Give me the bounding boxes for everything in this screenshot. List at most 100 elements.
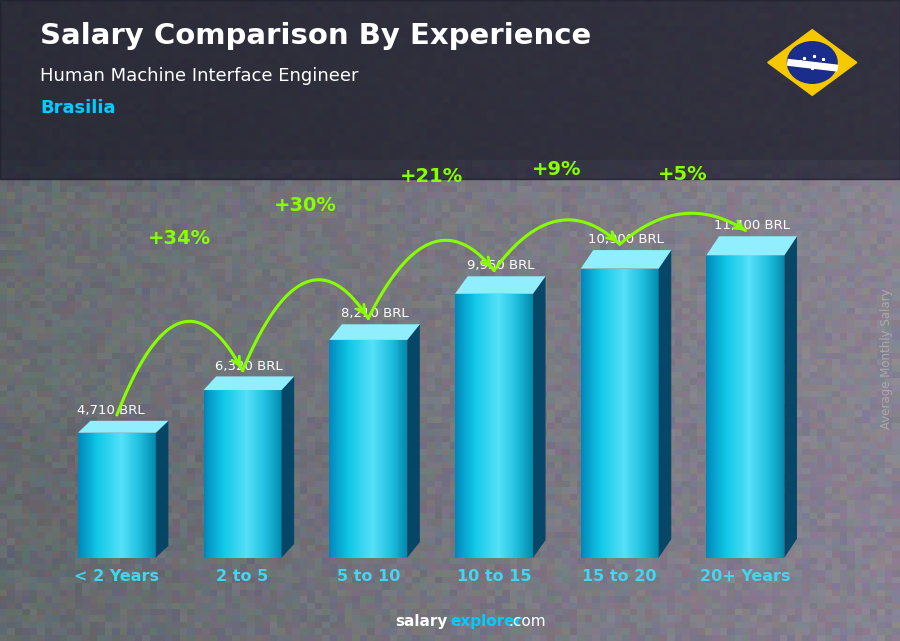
Bar xyxy=(397,340,398,558)
Bar xyxy=(97,433,98,558)
Bar xyxy=(580,269,581,558)
Bar xyxy=(252,390,253,558)
Bar xyxy=(98,433,99,558)
Bar xyxy=(217,390,218,558)
Bar xyxy=(650,269,651,558)
Bar xyxy=(526,294,527,558)
Bar xyxy=(728,255,729,558)
Bar xyxy=(394,340,396,558)
Bar xyxy=(612,269,613,558)
Bar xyxy=(519,294,520,558)
Bar xyxy=(598,269,599,558)
Bar xyxy=(262,390,263,558)
Bar xyxy=(715,255,716,558)
Bar xyxy=(392,340,393,558)
Bar xyxy=(781,255,782,558)
Bar xyxy=(81,433,82,558)
Polygon shape xyxy=(408,324,419,558)
Bar xyxy=(652,269,653,558)
Bar xyxy=(658,269,659,558)
Bar xyxy=(350,340,351,558)
Bar xyxy=(617,269,619,558)
Bar xyxy=(582,269,584,558)
Bar xyxy=(722,255,723,558)
Bar xyxy=(345,340,346,558)
Bar xyxy=(151,433,152,558)
Bar xyxy=(496,294,497,558)
Bar xyxy=(455,294,456,558)
Bar xyxy=(396,340,397,558)
Bar xyxy=(755,255,756,558)
Bar xyxy=(756,255,757,558)
Bar xyxy=(367,340,368,558)
Bar xyxy=(642,269,643,558)
Bar xyxy=(493,294,494,558)
Bar xyxy=(596,269,597,558)
Bar xyxy=(637,269,638,558)
Bar xyxy=(603,269,604,558)
Bar xyxy=(105,433,106,558)
Bar xyxy=(771,255,773,558)
Bar xyxy=(111,433,112,558)
Bar xyxy=(482,294,483,558)
Bar xyxy=(724,255,725,558)
Bar xyxy=(504,294,505,558)
Bar xyxy=(103,433,104,558)
Bar xyxy=(256,390,257,558)
Circle shape xyxy=(788,42,837,83)
Bar xyxy=(706,255,707,558)
Polygon shape xyxy=(156,421,168,558)
Bar xyxy=(133,433,134,558)
Bar xyxy=(102,433,103,558)
Text: +21%: +21% xyxy=(400,167,463,186)
Bar xyxy=(592,269,593,558)
Bar xyxy=(474,294,475,558)
Bar xyxy=(399,340,400,558)
Bar xyxy=(114,433,115,558)
Bar xyxy=(469,294,470,558)
Bar xyxy=(646,269,647,558)
Bar xyxy=(462,294,463,558)
Bar xyxy=(363,340,364,558)
Bar xyxy=(741,255,742,558)
Bar xyxy=(502,294,503,558)
Bar xyxy=(117,433,118,558)
Bar xyxy=(632,269,633,558)
Bar xyxy=(484,294,485,558)
Bar xyxy=(107,433,108,558)
Bar xyxy=(281,390,282,558)
Bar xyxy=(336,340,338,558)
Polygon shape xyxy=(203,376,294,390)
Bar xyxy=(127,433,128,558)
Bar xyxy=(487,294,488,558)
Polygon shape xyxy=(659,250,671,558)
Bar xyxy=(473,294,474,558)
Bar xyxy=(752,255,753,558)
Bar xyxy=(134,433,135,558)
Bar xyxy=(275,390,276,558)
Bar xyxy=(645,269,646,558)
Bar xyxy=(148,433,149,558)
Bar xyxy=(638,269,639,558)
Bar xyxy=(488,294,489,558)
Bar xyxy=(460,294,461,558)
Bar xyxy=(655,269,656,558)
Bar xyxy=(716,255,717,558)
Bar xyxy=(610,269,611,558)
Bar xyxy=(258,390,259,558)
Bar xyxy=(778,255,779,558)
Polygon shape xyxy=(282,376,294,558)
Bar xyxy=(584,269,585,558)
Bar xyxy=(366,340,367,558)
Bar xyxy=(259,390,260,558)
Bar xyxy=(494,294,495,558)
Bar xyxy=(228,390,229,558)
Bar xyxy=(531,294,532,558)
Bar xyxy=(649,269,650,558)
Bar xyxy=(477,294,479,558)
Bar xyxy=(714,255,715,558)
Bar xyxy=(359,340,361,558)
Bar xyxy=(505,294,506,558)
Bar xyxy=(500,294,502,558)
Bar xyxy=(86,433,87,558)
